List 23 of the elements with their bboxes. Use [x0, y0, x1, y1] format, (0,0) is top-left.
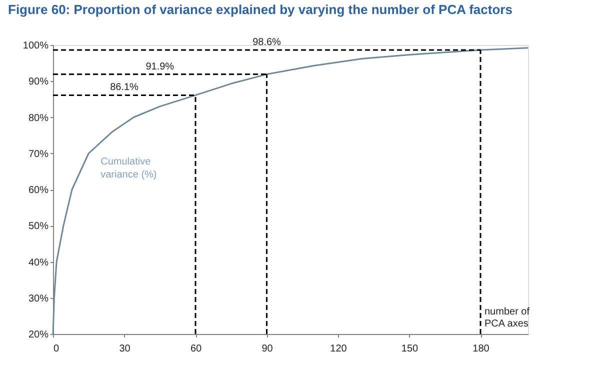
series-label: Cumulative variance (%): [100, 156, 157, 180]
y-tick-label: 90%: [28, 76, 49, 88]
x-tick-label: 30: [119, 344, 131, 354]
ref-line-label: 91.9%: [146, 61, 174, 72]
x-tick-label: 90: [262, 344, 274, 354]
y-tick-label: 50%: [28, 221, 49, 232]
x-tick-label: 150: [401, 344, 419, 354]
x-tick-label: 0: [54, 344, 60, 354]
y-tick-label: 100%: [22, 40, 49, 52]
y-tick-label: 60%: [28, 185, 49, 196]
x-tick-label: 60: [190, 344, 202, 354]
ref-line-label: 98.6%: [252, 37, 282, 48]
x-axis-title: number of PCA axes: [484, 306, 530, 330]
y-tick-label: 40%: [28, 257, 49, 268]
x-tick-label: 120: [330, 344, 348, 354]
y-tick-label: 70%: [28, 148, 49, 160]
line-series: [52, 47, 529, 335]
x-tick-label: 180: [472, 344, 490, 354]
ref-line-label: 86.1%: [110, 82, 139, 94]
y-tick-label: 20%: [28, 330, 49, 340]
y-tick-label: 80%: [28, 112, 49, 124]
y-tick-label: 30%: [28, 293, 49, 304]
chart-title: Figure 60: Proportion of variance explained by varying the number of PCA factors: [8, 2, 512, 18]
